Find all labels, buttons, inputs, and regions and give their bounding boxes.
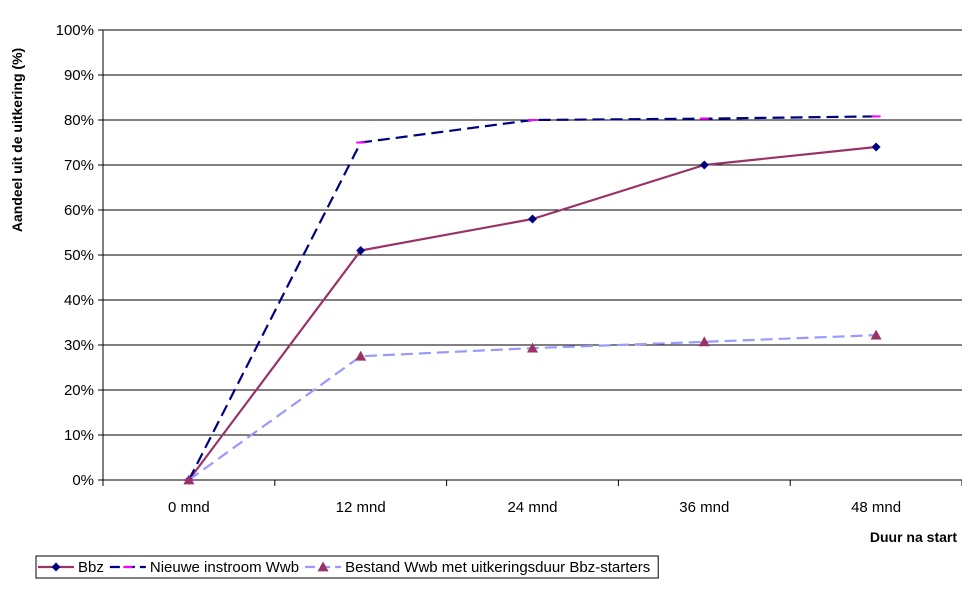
legend-box xyxy=(35,555,659,579)
y-axis-ticks: 0% 10% 20% 30% 40% 50% 60% 70% 80% 90% 100% xyxy=(56,22,103,489)
legend-swatch-marker xyxy=(317,561,329,572)
y-tick-label: 100% xyxy=(56,22,94,39)
y-tick-label: 0% xyxy=(72,472,94,489)
data-point xyxy=(871,142,881,152)
legend-swatch-marker xyxy=(51,562,61,572)
legend-label: Bestand Wwb met uitkeringsduur Bbz-start… xyxy=(345,559,650,576)
series-markers xyxy=(183,115,882,485)
y-tick-label: 40% xyxy=(64,292,94,309)
y-tick-label: 80% xyxy=(64,112,94,129)
data-point xyxy=(528,214,537,224)
x-tick-label: 24 mnd xyxy=(507,499,557,516)
x-tick-label: 0 mnd xyxy=(168,499,210,516)
data-point xyxy=(870,329,882,340)
y-axis-title: Aandeel uit de uitkering (%) xyxy=(9,48,25,232)
data-point xyxy=(527,342,538,353)
data-point xyxy=(355,350,367,361)
data-point xyxy=(356,246,366,255)
legend: Bbz Nieuwe instroom Wwb Bestand Wwb met ui… xyxy=(35,555,659,579)
x-tick-label: 48 mnd xyxy=(851,499,901,516)
x-axis-title: Duur na start xyxy=(870,529,957,545)
legend-label: Bbz xyxy=(78,559,104,576)
x-tick-label: 12 mnd xyxy=(336,499,386,516)
y-tick-label: 90% xyxy=(64,67,94,84)
y-tick-label: 10% xyxy=(64,427,94,444)
x-tick-label: 36 mnd xyxy=(679,499,729,516)
data-point xyxy=(699,160,709,170)
y-tick-label: 60% xyxy=(64,202,94,219)
x-axis-ticks: 0 mnd 12 mnd 24 mnd 36 mnd 48 mnd xyxy=(102,480,962,516)
data-point xyxy=(183,474,195,485)
y-tick-label: 20% xyxy=(64,382,94,399)
y-tick-label: 50% xyxy=(64,247,94,264)
legend-label: Nieuwe instroom Wwb xyxy=(150,559,299,576)
y-tick-label: 30% xyxy=(64,337,94,354)
y-tick-label: 70% xyxy=(64,157,94,174)
data-point xyxy=(698,336,710,347)
